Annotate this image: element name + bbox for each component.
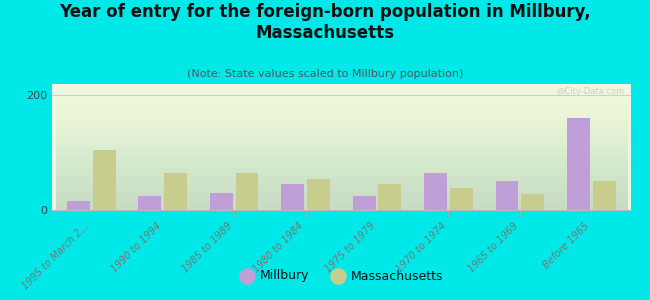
- Bar: [93, 150, 116, 210]
- Bar: [495, 182, 518, 210]
- Bar: [450, 188, 473, 210]
- Bar: [281, 184, 304, 210]
- Bar: [164, 173, 187, 210]
- Bar: [138, 196, 161, 210]
- Text: Massachusetts: Massachusetts: [351, 269, 443, 283]
- Text: (Note: State values scaled to Millbury population): (Note: State values scaled to Millbury p…: [187, 69, 463, 79]
- Bar: [210, 193, 233, 210]
- Bar: [593, 182, 616, 210]
- Text: Year of entry for the foreign-born population in Millbury,
Massachusetts: Year of entry for the foreign-born popul…: [59, 3, 591, 42]
- Bar: [424, 173, 447, 210]
- Text: Millbury: Millbury: [260, 269, 309, 283]
- Bar: [521, 194, 544, 210]
- Text: @City-Data.com: @City-Data.com: [556, 86, 625, 95]
- Bar: [67, 201, 90, 210]
- Bar: [307, 178, 330, 210]
- Bar: [353, 196, 376, 210]
- Bar: [235, 173, 259, 210]
- Bar: [378, 184, 401, 210]
- Bar: [567, 118, 590, 210]
